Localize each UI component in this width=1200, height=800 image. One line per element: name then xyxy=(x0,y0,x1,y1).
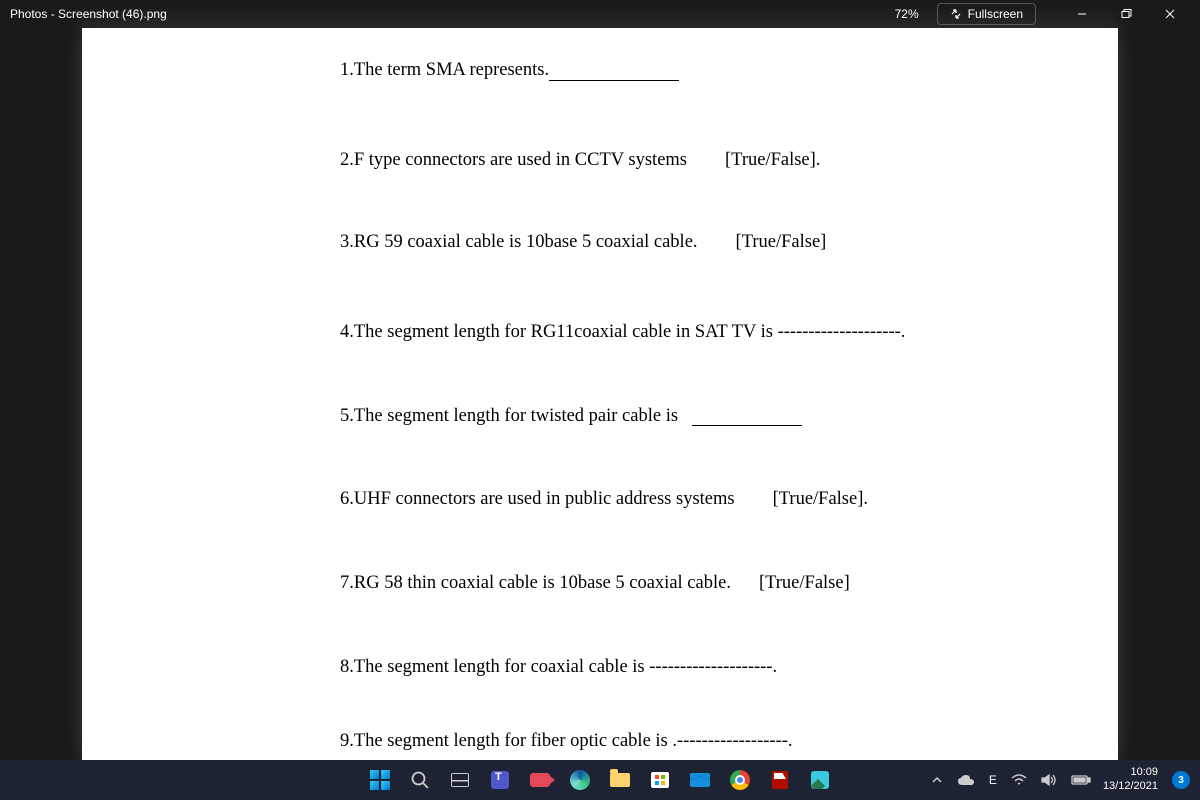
system-tray: E 10:09 13/12/2021 3 xyxy=(929,766,1192,794)
zoom-level: 72% xyxy=(881,7,933,21)
teams-button[interactable] xyxy=(482,762,518,798)
document-page: 1.The term SMA represents. 2.F type conn… xyxy=(82,28,1118,760)
minimize-icon xyxy=(1076,8,1088,20)
notifications-button[interactable]: 3 xyxy=(1170,771,1192,789)
question-8: 8.The segment length for coaxial cable i… xyxy=(340,655,1118,681)
window-title: Photos - Screenshot (46).png xyxy=(8,7,167,21)
pdf-app-button[interactable] xyxy=(762,762,798,798)
search-icon xyxy=(410,770,430,790)
explorer-button[interactable] xyxy=(602,762,638,798)
clock[interactable]: 10:09 13/12/2021 xyxy=(1103,766,1160,794)
speaker-icon xyxy=(1041,773,1057,787)
date-label: 13/12/2021 xyxy=(1103,780,1158,794)
folder-icon xyxy=(610,773,630,787)
chevron-up-icon xyxy=(931,774,943,786)
chrome-button[interactable] xyxy=(722,762,758,798)
blank-field xyxy=(549,80,679,81)
taskbar-center xyxy=(362,762,838,798)
onedrive-button[interactable] xyxy=(955,774,977,786)
pdf-icon xyxy=(772,771,788,789)
fullscreen-icon xyxy=(950,8,962,20)
photo-viewport: 1.The term SMA represents. 2.F type conn… xyxy=(0,28,1200,760)
titlebar-controls: 72% Fullscreen xyxy=(881,0,1192,28)
blank-field xyxy=(692,425,802,426)
question-1: 1.The term SMA represents. xyxy=(340,58,1118,84)
photos-app-button[interactable] xyxy=(802,762,838,798)
question-3: 3.RG 59 coaxial cable is 10base 5 coaxia… xyxy=(340,230,1118,256)
window-controls xyxy=(1060,0,1192,28)
language-button[interactable]: E xyxy=(987,773,999,787)
time-label: 10:09 xyxy=(1103,766,1158,780)
cloud-icon xyxy=(957,774,975,786)
minimize-button[interactable] xyxy=(1060,0,1104,28)
store-icon xyxy=(651,772,669,788)
close-button[interactable] xyxy=(1148,0,1192,28)
question-9: 9.The segment length for fiber optic cab… xyxy=(340,729,1118,755)
fullscreen-label: Fullscreen xyxy=(968,7,1023,21)
windows-logo-icon xyxy=(370,770,390,790)
tray-chevron[interactable] xyxy=(929,774,945,786)
close-icon xyxy=(1164,8,1176,20)
wifi-icon xyxy=(1011,774,1027,786)
photos-icon xyxy=(811,771,829,789)
camera-app-button[interactable] xyxy=(522,762,558,798)
taskview-button[interactable] xyxy=(442,762,478,798)
maximize-icon xyxy=(1120,8,1132,20)
photos-titlebar: Photos - Screenshot (46).png 72% Fullscr… xyxy=(0,0,1200,28)
wifi-button[interactable] xyxy=(1009,774,1029,786)
taskview-icon xyxy=(451,773,469,787)
start-button[interactable] xyxy=(362,762,398,798)
maximize-button[interactable] xyxy=(1104,0,1148,28)
battery-icon xyxy=(1071,774,1091,786)
edge-button[interactable] xyxy=(562,762,598,798)
battery-button[interactable] xyxy=(1069,774,1093,786)
question-4: 4.The segment length for RG11coaxial cab… xyxy=(340,320,1118,346)
mail-button[interactable] xyxy=(682,762,718,798)
question-2: 2.F type connectors are used in CCTV sys… xyxy=(340,148,1118,174)
fullscreen-button[interactable]: Fullscreen xyxy=(937,3,1036,25)
chrome-icon xyxy=(730,770,750,790)
question-6: 6.UHF connectors are used in public addr… xyxy=(340,487,1118,513)
search-button[interactable] xyxy=(402,762,438,798)
store-button[interactable] xyxy=(642,762,678,798)
question-5: 5.The segment length for twisted pair ca… xyxy=(340,404,1118,430)
language-label: E xyxy=(989,773,997,787)
camera-icon xyxy=(530,773,550,787)
teams-icon xyxy=(491,771,509,789)
notification-count: 3 xyxy=(1172,771,1190,789)
mail-icon xyxy=(690,773,710,787)
volume-button[interactable] xyxy=(1039,773,1059,787)
question-7: 7.RG 58 thin coaxial cable is 10base 5 c… xyxy=(340,571,1118,597)
edge-icon xyxy=(570,770,590,790)
windows-taskbar: E 10:09 13/12/2021 3 xyxy=(0,760,1200,800)
